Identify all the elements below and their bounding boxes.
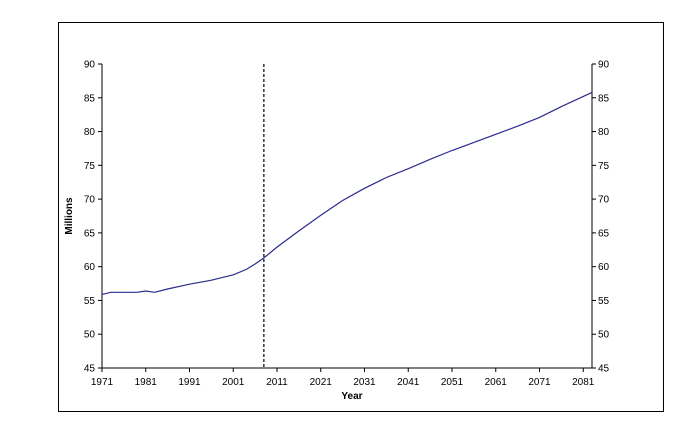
y-tick-right-label: 85 — [598, 93, 610, 104]
y-tick-right-label: 55 — [598, 296, 610, 307]
plot-marks — [101, 64, 593, 368]
y-tick-left-label: 85 — [84, 93, 96, 104]
y-axis-right: 45 50 55 60 65 70 75 80 85 90 — [591, 60, 610, 375]
y-tick-left-label: 60 — [84, 262, 96, 273]
y-tick-right-label: 90 — [598, 60, 610, 71]
x-tick-label: 2021 — [310, 377, 333, 388]
y-tick-left-label: 75 — [84, 161, 96, 172]
x-tick-label: 2001 — [222, 377, 245, 388]
y-tick-left-label: 90 — [84, 60, 96, 71]
y-tick-right-label: 75 — [598, 161, 610, 172]
x-tick-label: 2011 — [266, 377, 288, 388]
x-tick-label: 1991 — [178, 377, 201, 388]
y-tick-left-label: 70 — [84, 195, 96, 206]
x-axis-title: Year — [341, 391, 362, 402]
y-tick-left-label: 50 — [84, 330, 96, 341]
x-tick-label: 2061 — [485, 377, 508, 388]
x-axis: 1971 1981 1991 2001 2011 2021 2031 2041 2051 2061… — [91, 367, 595, 388]
y-tick-right-label: 45 — [598, 364, 610, 375]
y-tick-left-label: 80 — [84, 127, 96, 138]
x-tick-label: 1971 — [91, 377, 114, 388]
x-tick-label: 1981 — [135, 377, 158, 388]
y-tick-right-label: 60 — [598, 262, 610, 273]
x-tick-label: 2071 — [528, 377, 551, 388]
y-tick-left-label: 65 — [84, 228, 96, 239]
x-tick-label: 2051 — [441, 377, 464, 388]
chart-frame — [58, 22, 664, 412]
x-tick-label: 2031 — [353, 377, 376, 388]
y-axis-title: Millions — [64, 197, 75, 235]
y-axis-left: 45 50 55 60 65 70 75 80 85 90 — [84, 60, 103, 375]
x-tick-label: 2081 — [572, 377, 595, 388]
x-tick-label: 2041 — [397, 377, 420, 388]
y-tick-right-label: 65 — [598, 228, 610, 239]
y-tick-right-label: 80 — [598, 127, 610, 138]
y-tick-left-label: 55 — [84, 296, 96, 307]
y-tick-right-label: 70 — [598, 195, 610, 206]
y-tick-right-label: 50 — [598, 330, 610, 341]
y-tick-left-label: 45 — [84, 364, 96, 375]
population-series-line — [101, 91, 593, 295]
